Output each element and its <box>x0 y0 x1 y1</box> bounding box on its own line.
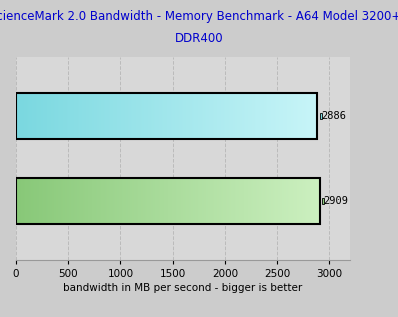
Bar <box>322 198 324 204</box>
Text: DDR400: DDR400 <box>175 32 223 45</box>
X-axis label: bandwidth in MB per second - bigger is better: bandwidth in MB per second - bigger is b… <box>63 283 303 293</box>
Text: ScienceMark 2.0 Bandwidth - Memory Benchmark - A64 Model 3200+ /: ScienceMark 2.0 Bandwidth - Memory Bench… <box>0 10 398 23</box>
Text: 2886: 2886 <box>321 111 346 121</box>
Bar <box>16 178 320 224</box>
Bar <box>16 93 318 139</box>
Bar <box>320 113 322 119</box>
Text: 2909: 2909 <box>324 196 349 206</box>
